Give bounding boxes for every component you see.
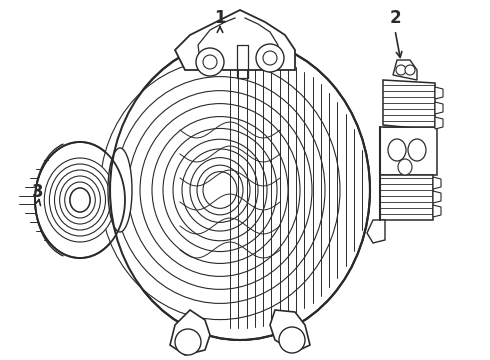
- Polygon shape: [270, 310, 310, 352]
- Ellipse shape: [115, 77, 325, 303]
- Ellipse shape: [190, 158, 250, 222]
- Ellipse shape: [196, 48, 224, 76]
- Ellipse shape: [163, 129, 277, 252]
- Ellipse shape: [60, 176, 100, 224]
- Text: 1: 1: [214, 9, 226, 27]
- Polygon shape: [175, 10, 295, 70]
- Polygon shape: [380, 127, 437, 175]
- Ellipse shape: [173, 139, 267, 241]
- Ellipse shape: [70, 188, 90, 212]
- Ellipse shape: [75, 194, 85, 206]
- Polygon shape: [433, 205, 441, 217]
- Ellipse shape: [182, 149, 258, 231]
- Ellipse shape: [405, 65, 415, 75]
- Polygon shape: [380, 175, 433, 220]
- Text: 2: 2: [389, 9, 401, 27]
- Ellipse shape: [175, 329, 201, 355]
- Polygon shape: [433, 191, 441, 203]
- Ellipse shape: [54, 170, 105, 230]
- Ellipse shape: [396, 65, 406, 75]
- Polygon shape: [435, 102, 443, 114]
- Polygon shape: [435, 87, 443, 99]
- Ellipse shape: [65, 182, 95, 218]
- Ellipse shape: [279, 327, 305, 353]
- Ellipse shape: [140, 104, 300, 276]
- Text: 3: 3: [32, 183, 44, 201]
- Polygon shape: [433, 177, 441, 189]
- Polygon shape: [383, 80, 435, 130]
- Ellipse shape: [100, 60, 340, 320]
- Ellipse shape: [110, 40, 370, 340]
- Polygon shape: [435, 117, 443, 129]
- Ellipse shape: [197, 165, 243, 215]
- Ellipse shape: [152, 117, 288, 264]
- Ellipse shape: [128, 91, 312, 289]
- Polygon shape: [393, 60, 417, 80]
- Polygon shape: [170, 310, 210, 355]
- Ellipse shape: [70, 188, 90, 212]
- Ellipse shape: [49, 164, 111, 236]
- Ellipse shape: [44, 158, 116, 242]
- Ellipse shape: [256, 44, 284, 72]
- Ellipse shape: [398, 159, 412, 175]
- Ellipse shape: [35, 142, 125, 258]
- Polygon shape: [367, 220, 385, 243]
- Ellipse shape: [263, 51, 277, 65]
- Ellipse shape: [408, 139, 426, 161]
- Ellipse shape: [388, 139, 406, 161]
- Ellipse shape: [108, 148, 132, 232]
- Ellipse shape: [203, 55, 217, 69]
- Ellipse shape: [203, 172, 237, 208]
